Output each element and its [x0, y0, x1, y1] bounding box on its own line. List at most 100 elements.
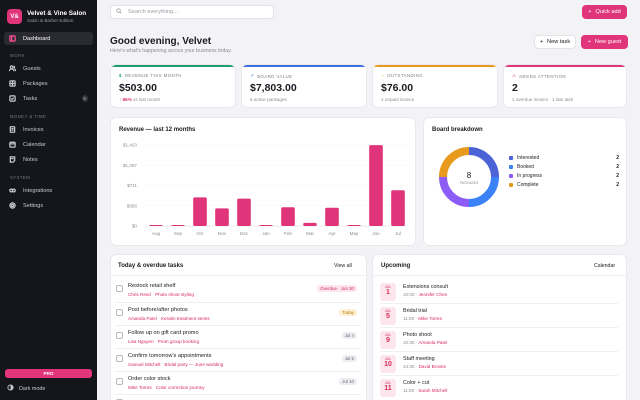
task-row[interactable]: Order color stock Mike Torres · Color co… [115, 374, 361, 398]
x-tick-label: Aug [152, 231, 161, 236]
new-task-button[interactable]: + New task [534, 35, 576, 49]
quick-add-button[interactable]: + Quick add [582, 5, 627, 19]
sidebar-item-dashboard[interactable]: Dashboard [4, 32, 93, 45]
sidebar-item-settings[interactable]: Settings [4, 199, 93, 212]
stat-subtext: 1 overdue invoice · 1 late task [512, 97, 574, 102]
dashboard-icon [8, 35, 17, 42]
sidebar-item-label: Notes [23, 156, 38, 163]
x-tick-label: Oct [196, 231, 204, 236]
quick-add-label: Quick add [595, 9, 621, 15]
x-tick-label: Apr [328, 231, 336, 236]
dark-mode-toggle[interactable]: Dark mode [7, 384, 45, 393]
divider [372, 275, 627, 276]
event-title: Color + cut [403, 380, 430, 386]
brand-logo: V& [7, 9, 22, 24]
task-checkbox[interactable] [116, 332, 123, 339]
pro-badge[interactable]: PRO [5, 369, 92, 378]
board-breakdown-card: Board breakdown 8 PACKAGES [423, 117, 627, 246]
task-due-tag: Overdue · Jun 30 [317, 285, 357, 292]
stat-value: $503.00 [119, 82, 157, 94]
sidebar-item-label: Tasks [23, 95, 38, 102]
divider [380, 351, 618, 352]
upcoming-event[interactable]: JUL 11 Color + cut 11:00 · Sarah Mitchell [380, 378, 616, 400]
task-title: Confirm tomorrow's appointments [128, 353, 212, 359]
task-due-tag: Jul 4 [341, 332, 357, 339]
plus-icon: + [588, 9, 592, 15]
sidebar-item-invoices[interactable]: Invoices [4, 123, 93, 136]
x-tick-label: Dec [240, 231, 249, 236]
divider [115, 325, 361, 326]
dark-mode-label: Dark mode [19, 385, 46, 392]
view-all-link[interactable]: View all [334, 263, 352, 269]
task-meta: Mike Torres · Color correction journey [128, 385, 205, 390]
task-checkbox[interactable] [116, 285, 123, 292]
divider [115, 394, 361, 395]
task-checkbox[interactable] [116, 355, 123, 362]
new-guest-label: New guest [594, 39, 622, 45]
task-checkbox[interactable] [116, 309, 123, 316]
y-tick-label: $1,067 [123, 163, 137, 168]
divider [115, 371, 361, 372]
sidebar-item-guests[interactable]: Guests [4, 62, 93, 75]
users-icon [8, 65, 17, 72]
task-row[interactable]: Post before/after photos Amanda Patel · … [115, 305, 361, 329]
stat-accent-bar [111, 65, 235, 67]
task-row[interactable]: Restock retail shelf Chris Reed · Photo … [115, 281, 361, 305]
legend-swatch [509, 174, 513, 178]
sidebar: V& Velvet & Vine Salon Salon & Barber Ed… [0, 0, 97, 400]
donut-slice [468, 176, 499, 207]
task-row[interactable]: Follow up on gift card promo Lisa Nguyen… [115, 328, 361, 352]
brand[interactable]: V& Velvet & Vine Salon Salon & Barber Ed… [7, 9, 86, 24]
bar [303, 222, 317, 226]
section-work: WORK [10, 53, 26, 58]
section-system: SYSTEM [10, 175, 31, 180]
task-title: Order color stock [128, 376, 171, 382]
new-guest-button[interactable]: + New guest [581, 35, 628, 49]
sidebar-item-packages[interactable]: Packages [4, 77, 93, 90]
tasks-panel-title: Today & overdue tasks [118, 263, 184, 269]
sidebar-item-integrations[interactable]: Integrations [4, 184, 93, 197]
upcoming-event[interactable]: JUL 5 Bridal trial 11:00 · Mike Torres [380, 306, 616, 330]
search-input[interactable]: Search everything... [110, 5, 274, 19]
plus-icon: + [587, 39, 591, 45]
trend-icon: ↗ [250, 73, 255, 78]
alert-icon: ⚠ [512, 73, 517, 78]
calendar-link[interactable]: Calendar [594, 263, 616, 269]
sidebar-item-tasks[interactable]: Tasks 6 [4, 92, 93, 105]
x-tick-label: May [350, 231, 359, 236]
brand-name: Velvet & Vine Salon [27, 10, 87, 17]
tasks-count-badge: 6 [81, 95, 88, 102]
stat-label: ↗ BOARD VALUE [250, 73, 293, 79]
task-row[interactable]: Confirm tomorrow's appointments Samuel M… [115, 351, 361, 375]
revenue-bar-chart: $0 $356 $711 $1,067 $1,423 Aug Sep Oct Nov Dec Jan… [123, 143, 409, 236]
stat-value: $76.00 [381, 82, 414, 94]
event-title: Photo shoot [403, 332, 432, 338]
bar [215, 208, 229, 226]
upcoming-event[interactable]: JUL 10 Staff meeting 14:30 · David Brooks [380, 354, 616, 378]
task-checkbox[interactable] [116, 378, 123, 385]
page-subtitle: Here's what's happening across your busi… [110, 48, 232, 54]
event-meta: 14:30 · David Brooks [403, 364, 446, 369]
event-title: Extensions consult [403, 284, 448, 290]
legend-swatch [509, 183, 513, 187]
sidebar-item-notes[interactable]: Notes [4, 153, 93, 166]
divider [115, 348, 361, 349]
x-tick-label: Mar [306, 231, 314, 236]
event-meta: 10:00 · Jennifer Chen [403, 292, 448, 297]
stat-card-board-value: ↗ BOARD VALUE $7,803.00 6 active packages [241, 64, 367, 108]
sidebar-item-label: Settings [23, 202, 44, 209]
search-placeholder: Search everything... [128, 9, 178, 15]
upcoming-event[interactable]: JUL 9 Photo shoot 10:30 · Amanda Patel [380, 330, 616, 354]
stat-value: 2 [512, 82, 518, 94]
sidebar-item-calendar[interactable]: Calendar [4, 138, 93, 151]
package-icon [8, 80, 17, 87]
upcoming-event[interactable]: JUL 1 Extensions consult 10:00 · Jennifer… [380, 282, 616, 306]
legend-item: In progress 2 [509, 173, 619, 179]
bar [149, 225, 163, 226]
stat-subtext: 1 unpaid invoice [381, 97, 415, 102]
stat-accent-bar [504, 65, 626, 67]
stat-subtext: 6 active packages [250, 97, 287, 102]
divider [380, 327, 618, 328]
x-tick-label: Jul [395, 231, 401, 236]
